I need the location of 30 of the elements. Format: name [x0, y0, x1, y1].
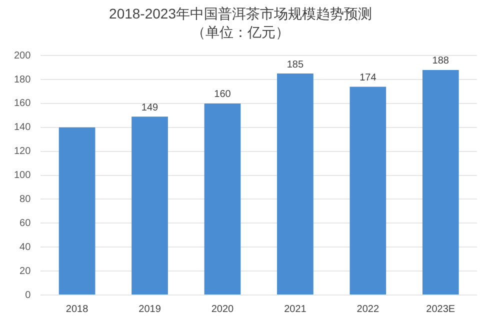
y-tick-label: 120	[14, 146, 32, 158]
data-label: 185	[286, 59, 304, 70]
bar	[58, 127, 96, 294]
bar	[422, 70, 459, 294]
chart-subtitle: （单位：亿元）	[192, 24, 290, 40]
y-tick-label: 160	[14, 98, 32, 110]
y-tick-label: 40	[20, 242, 32, 253]
bar	[132, 116, 168, 294]
data-label: 174	[360, 72, 377, 84]
bar	[277, 74, 314, 294]
x-tick-label: 2020	[211, 304, 234, 315]
data-label: 188	[432, 56, 450, 67]
chart-title: 2018-2023年中国普洱茶市场规模趋势预测	[109, 5, 372, 22]
y-tick-label: 180	[14, 74, 32, 86]
x-tick-label: 2023E	[426, 304, 456, 315]
y-tick-label: 140	[14, 122, 32, 134]
x-tick-label: 2022	[356, 304, 380, 315]
y-tick-label: 80	[20, 194, 32, 205]
y-tick-label: 20	[20, 266, 32, 277]
y-tick-label: 200	[14, 50, 32, 62]
x-tick-label: 2018	[66, 304, 89, 315]
bar	[204, 103, 241, 294]
y-tick-label: 0	[25, 290, 32, 301]
y-tick-label: 60	[20, 218, 32, 229]
x-tick-label: 2019	[138, 304, 162, 315]
bar	[350, 86, 386, 294]
data-label: 160	[214, 89, 232, 100]
data-label: 149	[141, 102, 159, 114]
y-tick-label: 100	[14, 170, 32, 182]
x-tick-label: 2021	[284, 304, 307, 315]
